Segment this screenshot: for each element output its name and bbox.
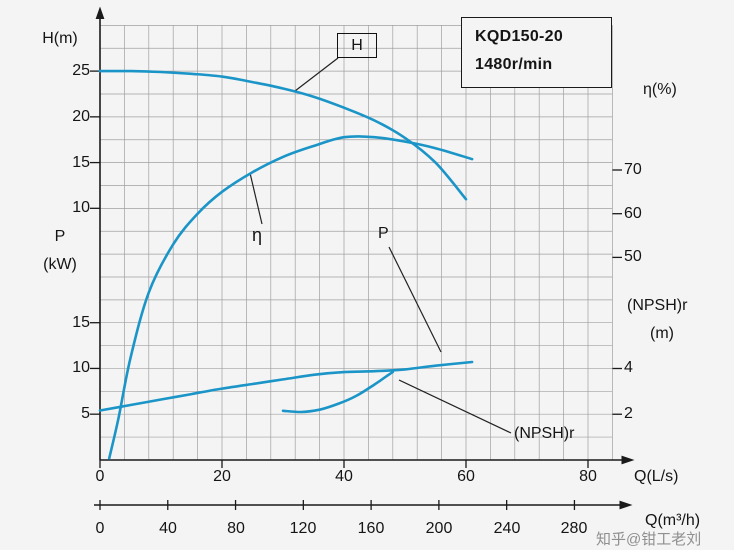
h-curve-label: H — [351, 36, 363, 54]
y-axis-arrow — [95, 6, 105, 19]
p-curve — [98, 360, 474, 412]
qm3h-axis-tick: 240 — [493, 520, 521, 537]
qls-axis-tick: 0 — [95, 468, 105, 485]
h-curve-label-box: H — [337, 33, 377, 58]
npsh-curve — [281, 370, 395, 414]
eta-axis-tick: 70 — [624, 161, 642, 178]
eta-axis-tick: 60 — [624, 205, 642, 222]
h-leader-line — [294, 57, 339, 92]
x2-axis-arrow — [619, 500, 633, 510]
p-curve-label: P — [378, 225, 389, 242]
qm3h-axis-tick: 0 — [95, 520, 105, 537]
pump-model: KQD150-20 — [475, 28, 564, 45]
qls-axis-title: Q(L/s) — [634, 468, 679, 485]
qls-axis-tick: 40 — [335, 468, 353, 485]
title-box: KQD150-20 1480r/min — [461, 17, 612, 88]
h-curve — [98, 69, 468, 201]
qm3h-axis-tick: 80 — [227, 520, 245, 537]
p-axis-tick: 10 — [72, 359, 90, 376]
npsh-leader-line — [398, 379, 512, 434]
h-axis-tick: 10 — [72, 199, 90, 216]
watermark: 知乎@钳工老刘 — [596, 531, 702, 548]
h-axis-title: H(m) — [42, 30, 78, 47]
eta-axis-title: η(%) — [643, 81, 677, 98]
qm3h-axis-tick: 160 — [357, 520, 385, 537]
p-axis-unit: (kW) — [43, 256, 77, 273]
eta-curve — [107, 135, 474, 460]
p-leader-line — [388, 246, 442, 353]
qm3h-axis-title: Q(m³/h) — [645, 512, 701, 529]
qls-axis-tick: 80 — [579, 468, 597, 485]
p-axis-tick: 5 — [81, 405, 90, 422]
pump-speed: 1480r/min — [475, 56, 553, 73]
p-axis-title: P — [54, 228, 66, 245]
npsh-axis-tick: 4 — [624, 359, 633, 376]
h-axis-tick: 20 — [72, 108, 90, 125]
qls-axis-tick: 60 — [457, 468, 475, 485]
p-axis-tick: 15 — [72, 314, 90, 331]
qm3h-axis-tick: 280 — [560, 520, 588, 537]
h-axis-tick: 15 — [72, 154, 90, 171]
eta-axis-tick: 50 — [624, 248, 642, 265]
npsh-curve-label: (NPSH)r — [514, 425, 575, 442]
qls-axis-tick: 20 — [213, 468, 231, 485]
npsh-axis-title: (NPSH)r — [627, 297, 688, 314]
qm3h-axis-tick: 40 — [159, 520, 177, 537]
h-axis-tick: 25 — [72, 62, 90, 79]
eta-leader-line — [249, 172, 263, 225]
npsh-axis-tick: 2 — [624, 405, 633, 422]
qm3h-axis-tick: 120 — [289, 520, 317, 537]
qm3h-axis-tick: 200 — [425, 520, 453, 537]
eta-curve-label: η — [252, 225, 263, 245]
npsh-axis-unit: (m) — [650, 325, 674, 342]
x-axis-arrow — [621, 455, 635, 465]
